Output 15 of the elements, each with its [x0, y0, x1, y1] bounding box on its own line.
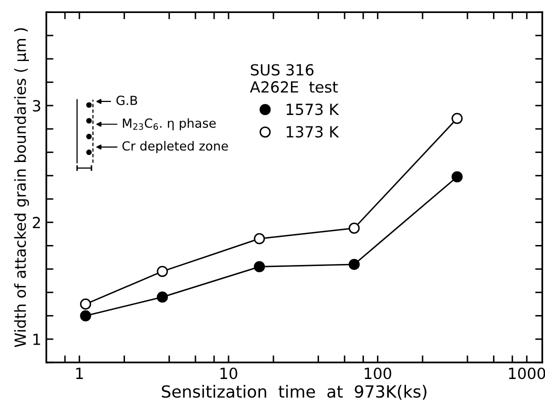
legend-label: 1373 K	[286, 126, 340, 138]
x-tick-label: 10	[220, 368, 238, 380]
x-tick-label: 100	[364, 368, 392, 380]
x-tick-label: 1000	[509, 368, 545, 380]
y-tick-label: 1	[33, 334, 40, 345]
y-axis-title: Width of attacked grain boundaries ( μm )	[14, 28, 29, 348]
y-tick-label: 2	[32, 216, 40, 228]
annotation: M$_{23}$C$_{6}$. η phase	[122, 118, 216, 130]
legend-title: SUS 316 A262E test	[250, 64, 338, 93]
y-tick-label: 3	[32, 100, 40, 112]
annotation: G.B	[116, 96, 138, 106]
legend-label: 1573 K	[286, 104, 340, 116]
x-axis-title: Sensitization time at 973K(ks)	[162, 384, 426, 400]
annotation: Cr depleted zone	[122, 140, 228, 154]
x-tick-label: 1	[76, 368, 83, 379]
